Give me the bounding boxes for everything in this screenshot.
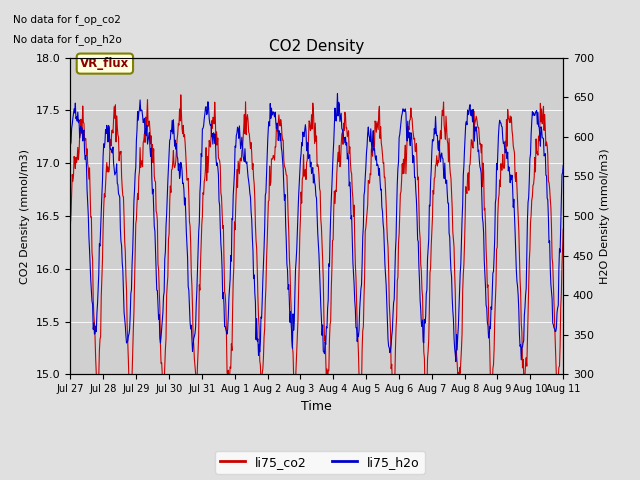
li75_h2o [559, 162, 567, 168]
Text: No data for f_op_h2o: No data for f_op_h2o [13, 34, 122, 45]
li75_h2o [333, 91, 341, 96]
Y-axis label: CO2 Density (mmol/m3): CO2 Density (mmol/m3) [20, 148, 30, 284]
li75_h2o [366, 139, 374, 144]
li75_h2o [353, 338, 361, 344]
li75_h2o [492, 195, 500, 201]
li75_co2 [177, 92, 185, 98]
li75_h2o [381, 262, 388, 268]
Line: li75_h2o: li75_h2o [70, 94, 563, 361]
li75_co2 [353, 321, 361, 327]
Title: CO2 Density: CO2 Density [269, 39, 364, 54]
Line: li75_co2: li75_co2 [70, 95, 563, 401]
li75_co2 [559, 226, 567, 232]
li75_h2o [441, 160, 449, 166]
X-axis label: Time: Time [301, 400, 332, 413]
li75_co2 [442, 136, 449, 142]
Text: No data for f_op_co2: No data for f_op_co2 [13, 14, 121, 25]
li75_co2 [97, 334, 104, 339]
li75_co2 [357, 398, 365, 404]
Y-axis label: H2O Density (mmol/m3): H2O Density (mmol/m3) [600, 148, 610, 284]
li75_h2o [67, 143, 74, 148]
li75_h2o [452, 359, 460, 364]
Legend: li75_co2, li75_h2o: li75_co2, li75_h2o [215, 451, 425, 474]
Text: VR_flux: VR_flux [80, 57, 129, 70]
li75_co2 [367, 172, 374, 178]
li75_co2 [381, 188, 389, 193]
li75_h2o [97, 225, 104, 231]
li75_co2 [67, 222, 74, 228]
li75_co2 [492, 281, 500, 287]
